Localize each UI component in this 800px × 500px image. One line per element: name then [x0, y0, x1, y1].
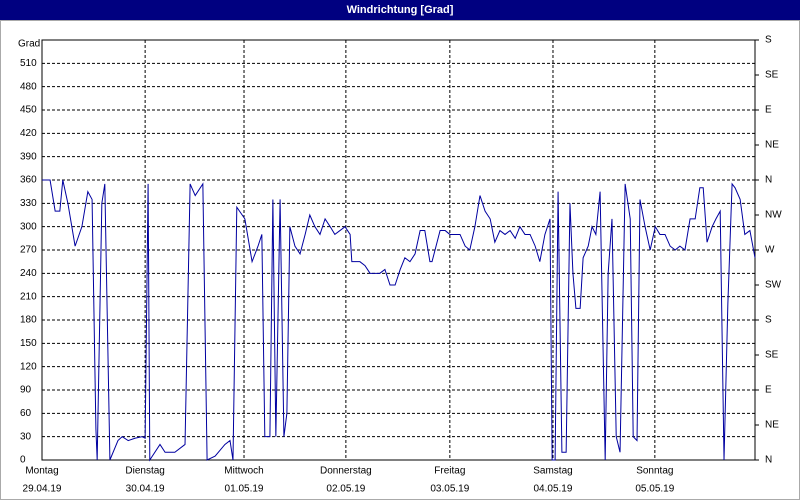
y-tick-label: 390 [20, 151, 37, 162]
y2-tick-label: NE [765, 420, 779, 431]
y-tick-label: 330 [20, 198, 37, 209]
y-tick-label: 480 [20, 81, 37, 92]
y2-tick-label: W [765, 245, 775, 256]
x-tick-label: Mittwoch [224, 466, 263, 477]
x-tick-label: Sonntag [636, 466, 673, 477]
x-tick-date: 05.05.19 [635, 484, 674, 495]
y-tick-label: 120 [20, 361, 37, 372]
x-tick-label: Donnerstag [320, 466, 372, 477]
y2-tick-label: SE [765, 70, 779, 81]
x-tick-date: 30.04.19 [126, 484, 165, 495]
frame [0, 20, 800, 500]
y2-tick-label: SW [765, 280, 782, 291]
y-tick-label: 240 [20, 268, 37, 279]
y2-tick-label: S [765, 35, 772, 46]
y-tick-label: 450 [20, 105, 37, 116]
y-tick-label: 300 [20, 221, 37, 232]
x-tick-label: Dienstag [125, 466, 164, 477]
y-tick-label: 270 [20, 245, 37, 256]
y-axis-label: Grad [18, 39, 40, 50]
x-tick-date: 03.05.19 [430, 484, 469, 495]
y2-tick-label: E [765, 385, 772, 396]
y-tick-label: 30 [20, 431, 32, 442]
y2-tick-label: N [765, 175, 772, 186]
x-tick-date: 29.04.19 [23, 484, 62, 495]
y2-tick-label: S [765, 315, 772, 326]
chart-title: Windrichtung [Grad] [347, 4, 454, 16]
y2-tick-label: NE [765, 140, 779, 151]
y2-tick-label: N [765, 455, 772, 466]
y-tick-label: 210 [20, 291, 37, 302]
y-tick-label: 90 [20, 385, 32, 396]
x-tick-date: 04.05.19 [534, 484, 573, 495]
y-tick-label: 150 [20, 338, 37, 349]
y-tick-label: 510 [20, 58, 37, 69]
x-tick-date: 01.05.19 [225, 484, 264, 495]
plot-border [41, 39, 756, 461]
y2-tick-label: E [765, 105, 772, 116]
y-tick-label: 360 [20, 175, 37, 186]
y-tick-label: 180 [20, 315, 37, 326]
x-tick-label: Montag [25, 466, 58, 477]
y-tick-label: 60 [20, 408, 32, 419]
title-bar [0, 0, 800, 20]
y-tick-label: 420 [20, 128, 37, 139]
y2-tick-label: SE [765, 350, 779, 361]
y-tick-label: 0 [20, 455, 26, 466]
y2-tick-label: NW [765, 210, 782, 221]
x-tick-date: 02.05.19 [326, 484, 365, 495]
x-tick-label: Freitag [434, 466, 465, 477]
line [42, 179, 756, 462]
x-tick-label: Samstag [533, 466, 572, 477]
